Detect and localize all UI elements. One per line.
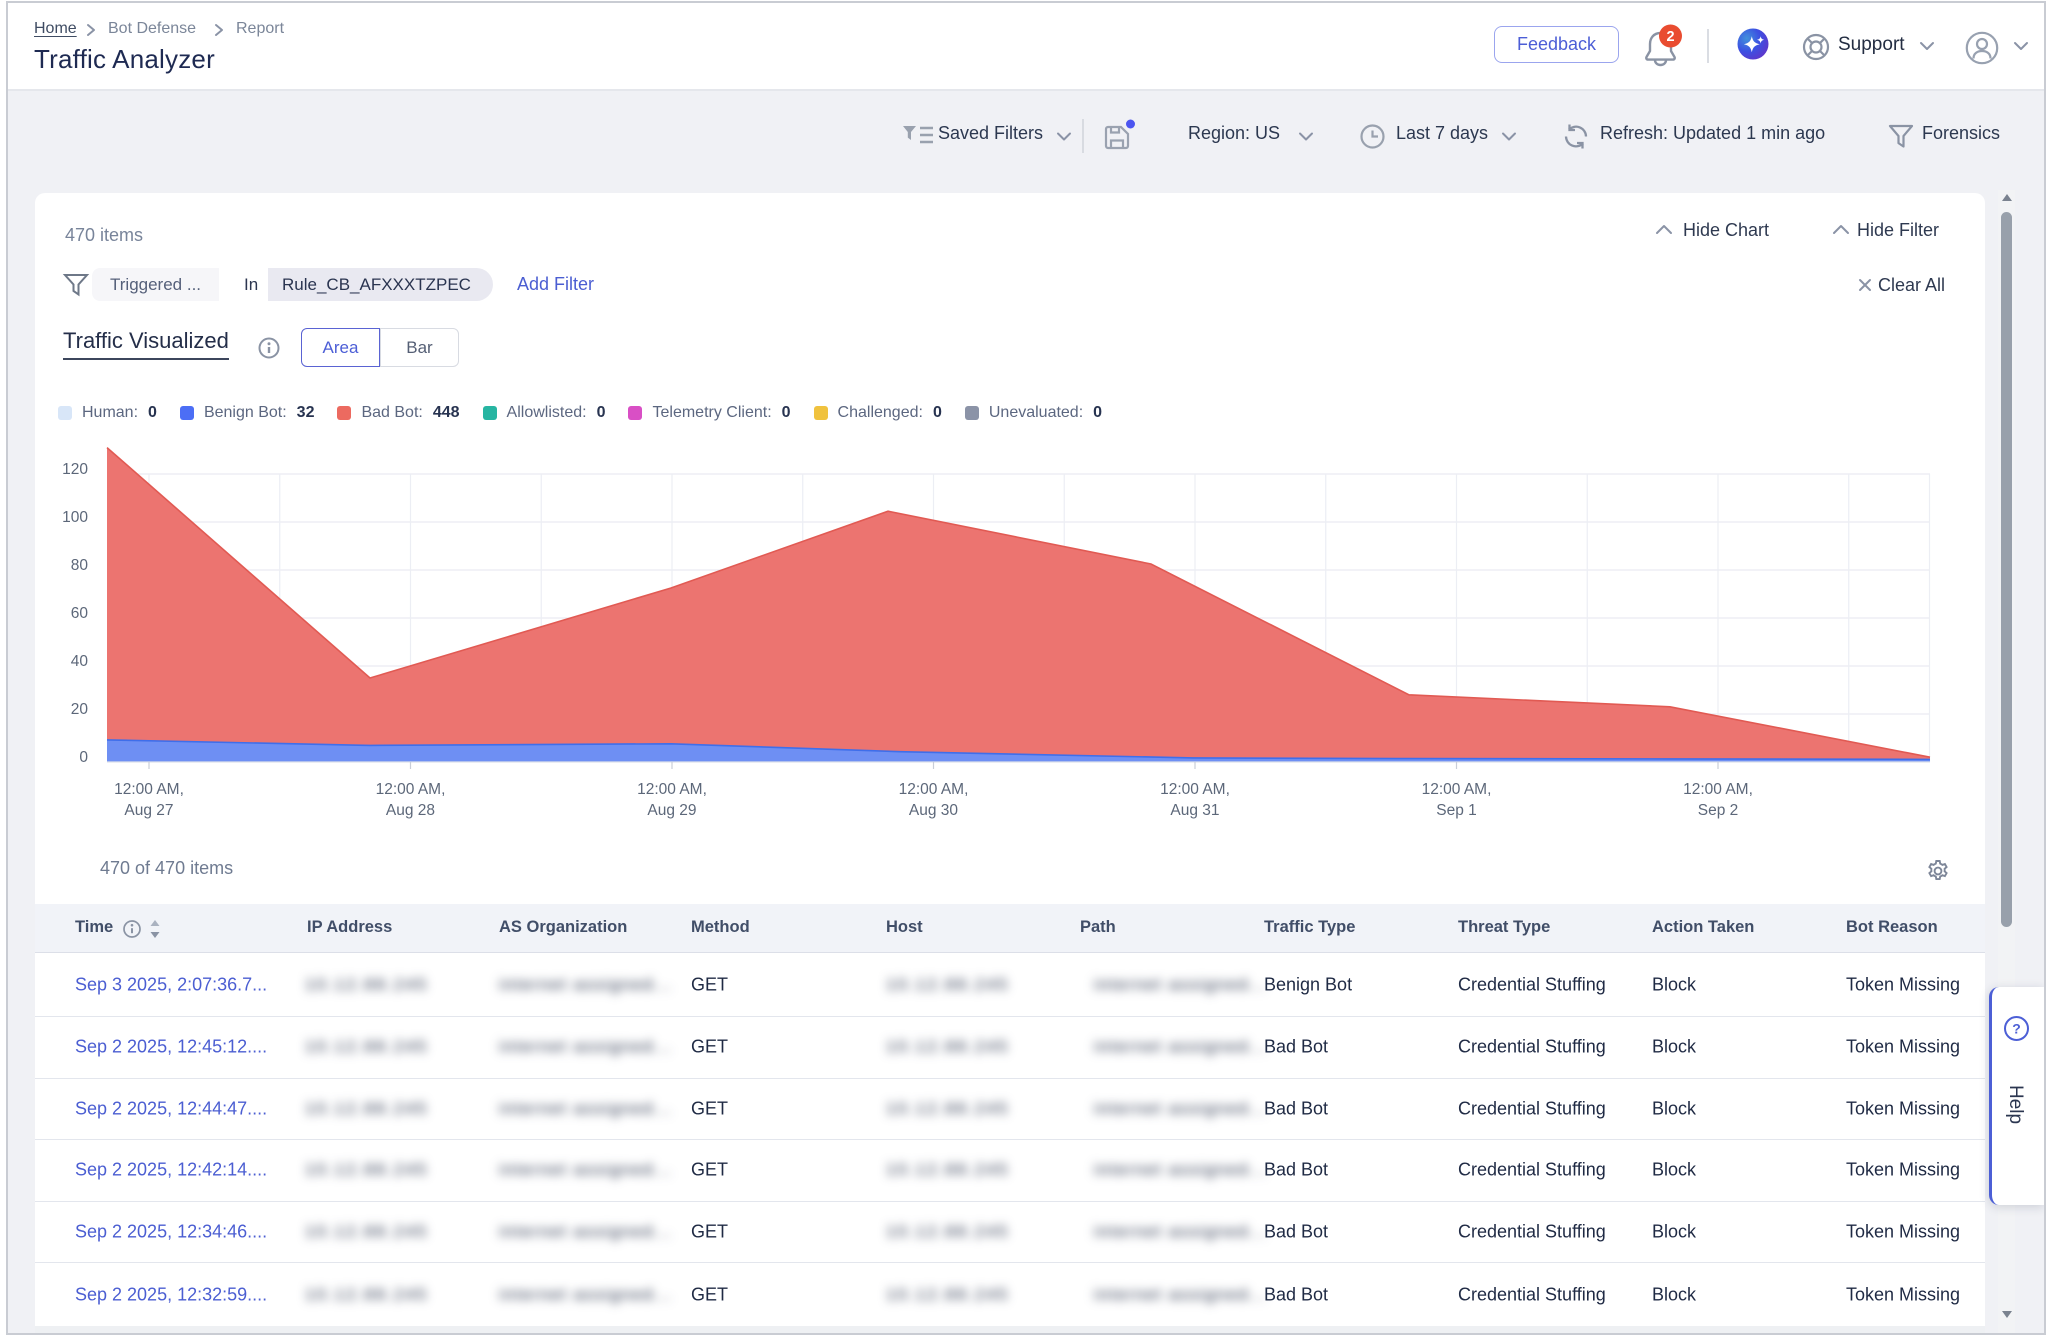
svg-text:12:00 AM,: 12:00 AM,: [637, 781, 707, 798]
svg-text:Sep 2: Sep 2: [1698, 802, 1739, 819]
svg-text:12:00 AM,: 12:00 AM,: [114, 781, 184, 798]
svg-text:60: 60: [71, 605, 89, 622]
svg-text:80: 80: [71, 557, 89, 574]
svg-text:2: 2: [1666, 29, 1674, 45]
svg-text:?: ?: [2012, 1021, 2021, 1037]
svg-text:40: 40: [71, 653, 89, 670]
svg-text:Aug 28: Aug 28: [386, 802, 435, 819]
svg-text:0: 0: [79, 749, 88, 766]
svg-text:12:00 AM,: 12:00 AM,: [1683, 781, 1753, 798]
svg-text:12:00 AM,: 12:00 AM,: [1422, 781, 1492, 798]
svg-text:12:00 AM,: 12:00 AM,: [899, 781, 969, 798]
svg-text:20: 20: [71, 701, 89, 718]
svg-text:120: 120: [62, 461, 88, 478]
svg-text:100: 100: [62, 509, 88, 526]
svg-text:Aug 31: Aug 31: [1170, 802, 1219, 819]
svg-text:Aug 27: Aug 27: [124, 802, 173, 819]
svg-text:Sep 1: Sep 1: [1436, 802, 1477, 819]
svg-text:Aug 30: Aug 30: [909, 802, 959, 819]
svg-text:12:00 AM,: 12:00 AM,: [1160, 781, 1230, 798]
svg-text:12:00 AM,: 12:00 AM,: [376, 781, 446, 798]
svg-text:Aug 29: Aug 29: [647, 802, 696, 819]
